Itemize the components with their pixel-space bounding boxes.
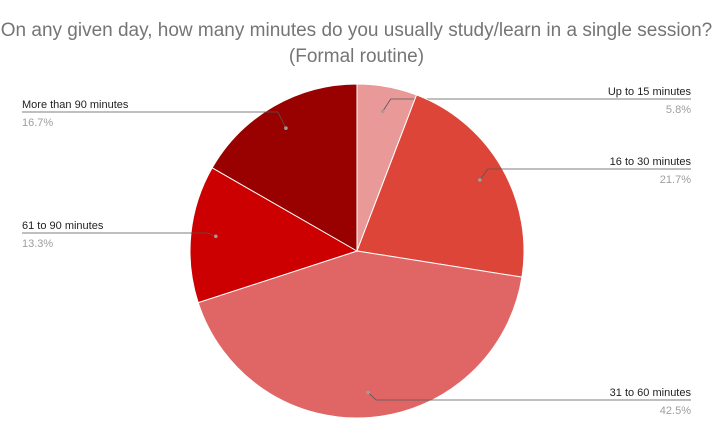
leader-dot [380, 109, 385, 114]
slice-label: More than 90 minutes [22, 99, 129, 111]
slice-label: Up to 15 minutes [608, 86, 692, 98]
pie-slice [356, 94, 525, 278]
leader-line [479, 168, 691, 181]
slice-percent-label: 13.3% [22, 238, 53, 250]
slice-label: 61 to 90 minutes [22, 220, 104, 232]
leader-dot [284, 126, 288, 130]
leader-dot [366, 390, 370, 395]
leader-line [382, 98, 691, 112]
leader-dot [478, 178, 482, 182]
slice-percent-label: 16.7% [22, 117, 53, 129]
slice-percent-label: 42.5% [660, 405, 691, 417]
slice-label: 31 to 60 minutes [610, 387, 692, 399]
pie-slice [189, 167, 359, 304]
chart-title: On any given day, how many minutes do yo… [0, 20, 713, 67]
pie-slice [211, 83, 358, 252]
slice-percent-label: 5.8% [666, 104, 691, 116]
leader-dot [214, 234, 218, 239]
slice-label: 16 to 30 minutes [610, 156, 692, 168]
pie-slice [197, 250, 523, 419]
leader-line [22, 232, 216, 237]
slice-percent-label: 21.7% [660, 174, 691, 186]
leader-line [22, 111, 287, 129]
leader-line [367, 392, 691, 401]
